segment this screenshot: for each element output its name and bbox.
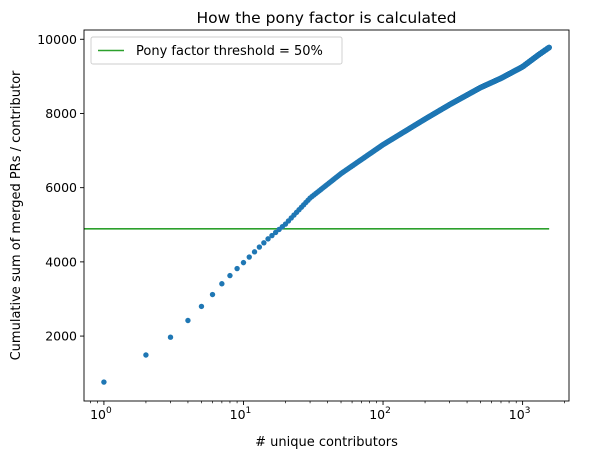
data-point xyxy=(261,240,267,246)
data-point xyxy=(234,265,240,272)
data-point xyxy=(143,352,149,358)
data-point xyxy=(265,236,271,242)
data-point xyxy=(167,334,174,340)
plot-frame xyxy=(83,29,570,402)
y-tick-label: 8000 xyxy=(45,106,77,121)
x-axis-label: # unique contributors xyxy=(255,435,398,450)
data-point xyxy=(101,379,107,385)
x-axis-ticks: 100 101 102 103 xyxy=(90,401,565,422)
data-point xyxy=(198,303,205,310)
data-point xyxy=(185,317,191,324)
data-point xyxy=(251,249,258,255)
legend: Pony factor threshold = 50% xyxy=(90,36,343,65)
data-point xyxy=(240,259,247,266)
legend-box xyxy=(90,36,343,65)
data-point xyxy=(219,281,225,287)
legend-label-threshold: Pony factor threshold = 50% xyxy=(136,44,323,59)
data-point xyxy=(256,244,263,250)
data-point xyxy=(209,291,216,298)
y-tick-label: 6000 xyxy=(45,180,77,195)
y-tick-label: 4000 xyxy=(45,254,77,269)
chart-title: How the pony factor is calculated xyxy=(197,9,457,27)
data-point xyxy=(546,44,552,51)
data-point xyxy=(246,254,252,260)
data-point xyxy=(269,232,275,239)
y-axis-ticks: 2000 4000 6000 8000 10000 xyxy=(37,32,84,344)
y-tick-label: 10000 xyxy=(37,32,77,47)
data-layer xyxy=(84,44,552,385)
y-tick-label: 2000 xyxy=(45,329,77,344)
y-axis-label: Cumulative sum of merged PRs / contribut… xyxy=(9,70,24,360)
data-point xyxy=(227,272,233,279)
